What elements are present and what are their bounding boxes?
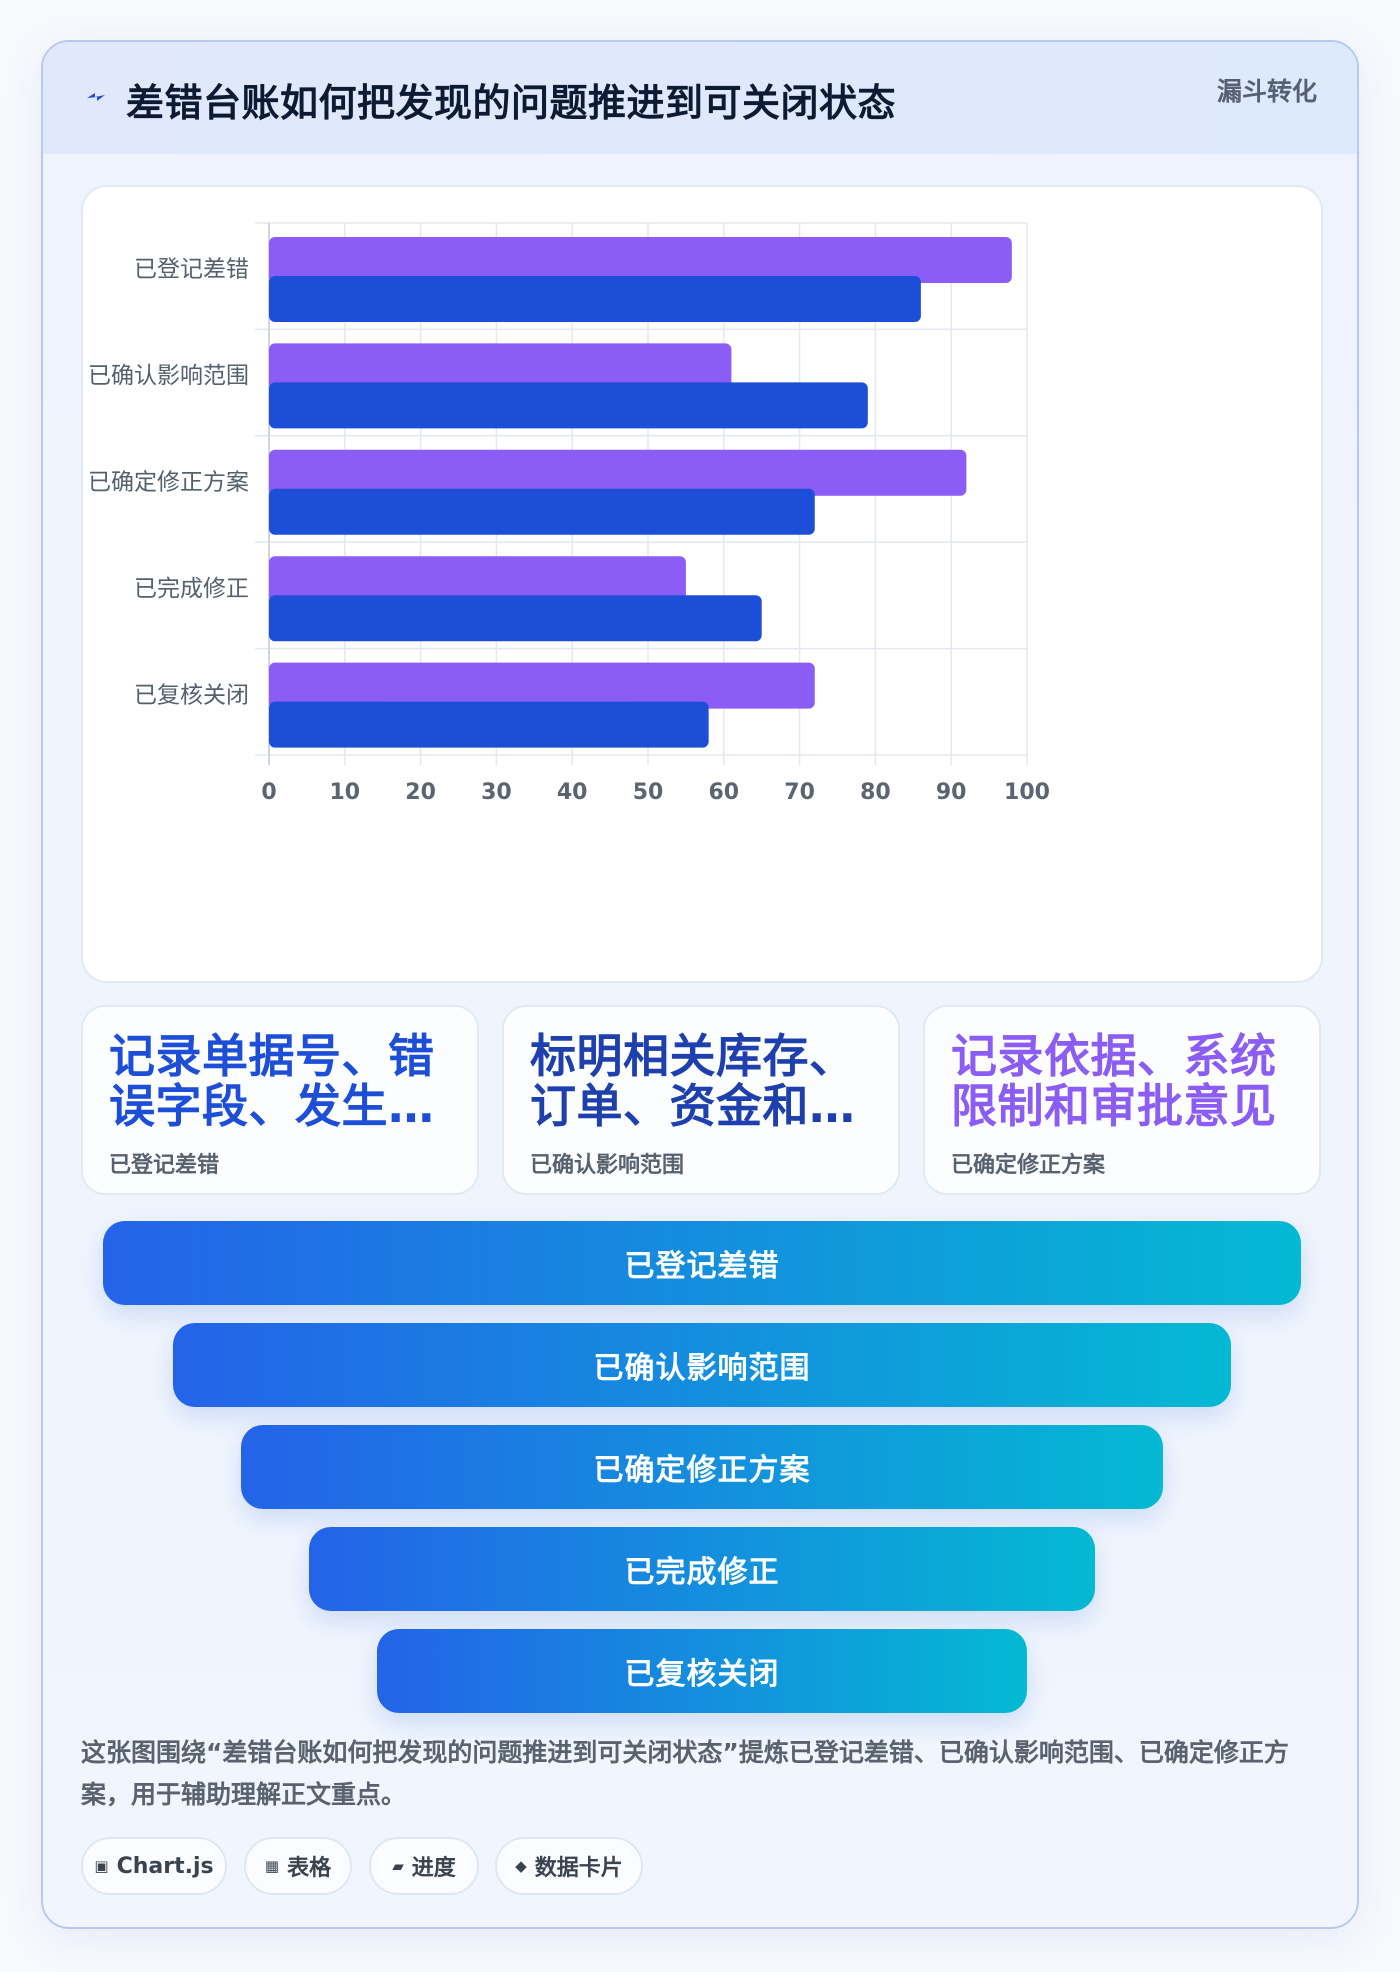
bar bbox=[269, 662, 815, 709]
progress-icon: ▰ bbox=[392, 1857, 404, 1875]
kpi-value: 标明相关库存、订单、资金和报表口径 bbox=[530, 1031, 856, 1131]
x-tick-label: 50 bbox=[633, 780, 664, 805]
x-tick-label: 10 bbox=[329, 780, 360, 805]
x-tick-label: 80 bbox=[860, 780, 891, 805]
bar bbox=[269, 237, 1012, 283]
chip-data-card: ◆ 数据卡片 bbox=[495, 1837, 643, 1895]
category-label: 已复核关闭 bbox=[134, 682, 249, 708]
chip-progress: ▰ 进度 bbox=[369, 1837, 479, 1895]
kpi-label: 已确定修正方案 bbox=[951, 1153, 1106, 1178]
bar bbox=[269, 382, 868, 429]
bar bbox=[269, 556, 686, 603]
chip-chartjs: ▣ Chart.js bbox=[81, 1837, 227, 1895]
x-tick-label: 90 bbox=[936, 780, 967, 805]
chip-label: 数据卡片 bbox=[534, 1856, 623, 1881]
chip-table: ▦ 表格 bbox=[244, 1837, 352, 1895]
kpi-card: 记录单据号、错误字段、发生时间和发现人 已登记差错 bbox=[81, 1005, 479, 1195]
category-label: 已确认影响范围 bbox=[88, 363, 249, 389]
lightning-icon bbox=[87, 93, 105, 101]
card-header: 差错台账如何把发现的问题推进到可关闭状态 漏斗转化 bbox=[43, 42, 1357, 154]
bar bbox=[269, 343, 732, 390]
chart-icon: ▣ bbox=[94, 1857, 109, 1875]
category-label: 已确定修正方案 bbox=[88, 470, 249, 496]
category-label: 已完成修正 bbox=[134, 576, 249, 602]
data-card-icon: ◆ bbox=[515, 1857, 527, 1875]
kpi-label: 已确认影响范围 bbox=[530, 1153, 685, 1178]
category-label: 已登记差错 bbox=[134, 257, 249, 283]
x-tick-label: 40 bbox=[557, 780, 588, 805]
chip-label: 进度 bbox=[411, 1856, 456, 1881]
bar bbox=[269, 449, 967, 496]
page-title: 差错台账如何把发现的问题推进到可关闭状态 bbox=[126, 81, 897, 125]
bar bbox=[269, 701, 709, 748]
bar bbox=[269, 276, 921, 322]
funnel-stage: 已确认影响范围 bbox=[173, 1323, 1231, 1407]
funnel-stage: 已确定修正方案 bbox=[241, 1425, 1163, 1509]
chart-description: 这张图围绕“差错台账如何把发现的问题推进到可关闭状态”提炼已登记差错、已确认影响… bbox=[81, 1738, 1289, 1809]
kpi-value: 记录依据、系统限制和审批意见 bbox=[951, 1031, 1277, 1131]
chart-type-tag: 漏斗转化 bbox=[1216, 77, 1317, 106]
kpi-label: 已登记差错 bbox=[109, 1153, 220, 1178]
x-tick-label: 30 bbox=[481, 780, 512, 805]
table-icon: ▦ bbox=[264, 1857, 280, 1875]
x-tick-label: 60 bbox=[708, 780, 739, 805]
kpi-value: 记录单据号、错误字段、发生时间和发现人 bbox=[109, 1031, 435, 1131]
funnel-stage: 已完成修正 bbox=[309, 1527, 1095, 1611]
kpi-cards: 记录单据号、错误字段、发生时间和发现人 已登记差错 标明相关库存、订单、资金和报… bbox=[81, 1005, 1323, 1195]
x-tick-label: 70 bbox=[784, 780, 815, 805]
kpi-card: 记录依据、系统限制和审批意见 已确定修正方案 bbox=[923, 1005, 1321, 1195]
bar bbox=[269, 595, 762, 642]
bar bbox=[269, 488, 815, 535]
x-tick-label: 100 bbox=[1004, 780, 1050, 805]
x-tick-label: 20 bbox=[405, 780, 436, 805]
kpi-card: 标明相关库存、订单、资金和报表口径 已确认影响范围 bbox=[502, 1005, 900, 1195]
chip-label: 表格 bbox=[287, 1856, 332, 1881]
report-card: 差错台账如何把发现的问题推进到可关闭状态 漏斗转化 已登记差错 已确认影响范围 已确… bbox=[41, 40, 1359, 1929]
funnel-stage: 已复核关闭 bbox=[377, 1629, 1027, 1713]
funnel-stage: 已登记差错 bbox=[103, 1221, 1301, 1305]
chip-label: Chart.js bbox=[116, 1853, 214, 1879]
x-tick-label: 0 bbox=[261, 780, 276, 805]
chart-panel: 已登记差错已确认影响范围 已确定修正方案已完成修正已复核关闭 0 10 20 30 40 50… bbox=[81, 185, 1323, 983]
